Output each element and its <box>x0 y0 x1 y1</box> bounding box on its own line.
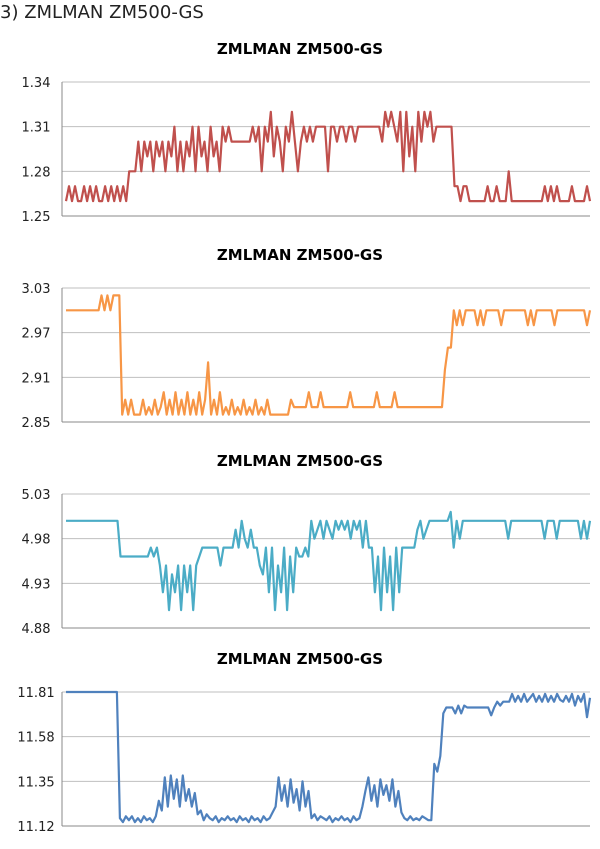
y-tick-label: 4.98 <box>22 533 51 548</box>
y-tick-label: 1.28 <box>22 165 51 180</box>
chart-title: ZMLMAN ZM500-GS <box>217 650 383 668</box>
y-tick-label: 11.35 <box>17 775 54 790</box>
series-line <box>66 510 592 612</box>
series-line <box>64 110 592 203</box>
chart-3: ZMLMAN ZM500-GS 5.03 4.98 4.93 4.88 <box>0 450 600 642</box>
page-heading: 3) ZMLMAN ZM500-GS <box>0 2 204 23</box>
chart-4: ZMLMAN ZM500-GS 11.81 11.58 11.35 11.12 <box>0 648 600 840</box>
y-tick-label: 1.25 <box>22 210 51 225</box>
y-tick-label: 1.34 <box>22 76 51 91</box>
y-tick-label: 2.91 <box>22 371 51 386</box>
y-tick-label: 2.85 <box>22 416 51 431</box>
y-tick-label: 4.93 <box>22 577 51 592</box>
chart-2: ZMLMAN ZM500-GS 3.03 2.97 2.91 2.85 <box>0 244 600 436</box>
chart-title: ZMLMAN ZM500-GS <box>217 40 383 58</box>
y-tick-label: 11.58 <box>17 731 54 746</box>
chart-title: ZMLMAN ZM500-GS <box>217 246 383 264</box>
chart-title: ZMLMAN ZM500-GS <box>217 452 383 470</box>
y-tick-label: 4.88 <box>22 622 51 637</box>
y-tick-label: 2.97 <box>22 327 51 342</box>
chart-1: ZMLMAN ZM500-GS 1.34 1.31 1.28 1.25 <box>0 38 600 230</box>
y-tick-label: 11.81 <box>17 686 54 701</box>
series-line <box>66 690 592 824</box>
y-tick-label: 5.03 <box>22 488 51 503</box>
y-tick-label: 1.31 <box>22 121 51 136</box>
y-tick-label: 3.03 <box>22 282 51 297</box>
y-tick-label: 11.12 <box>17 820 54 835</box>
series-line <box>66 294 592 416</box>
